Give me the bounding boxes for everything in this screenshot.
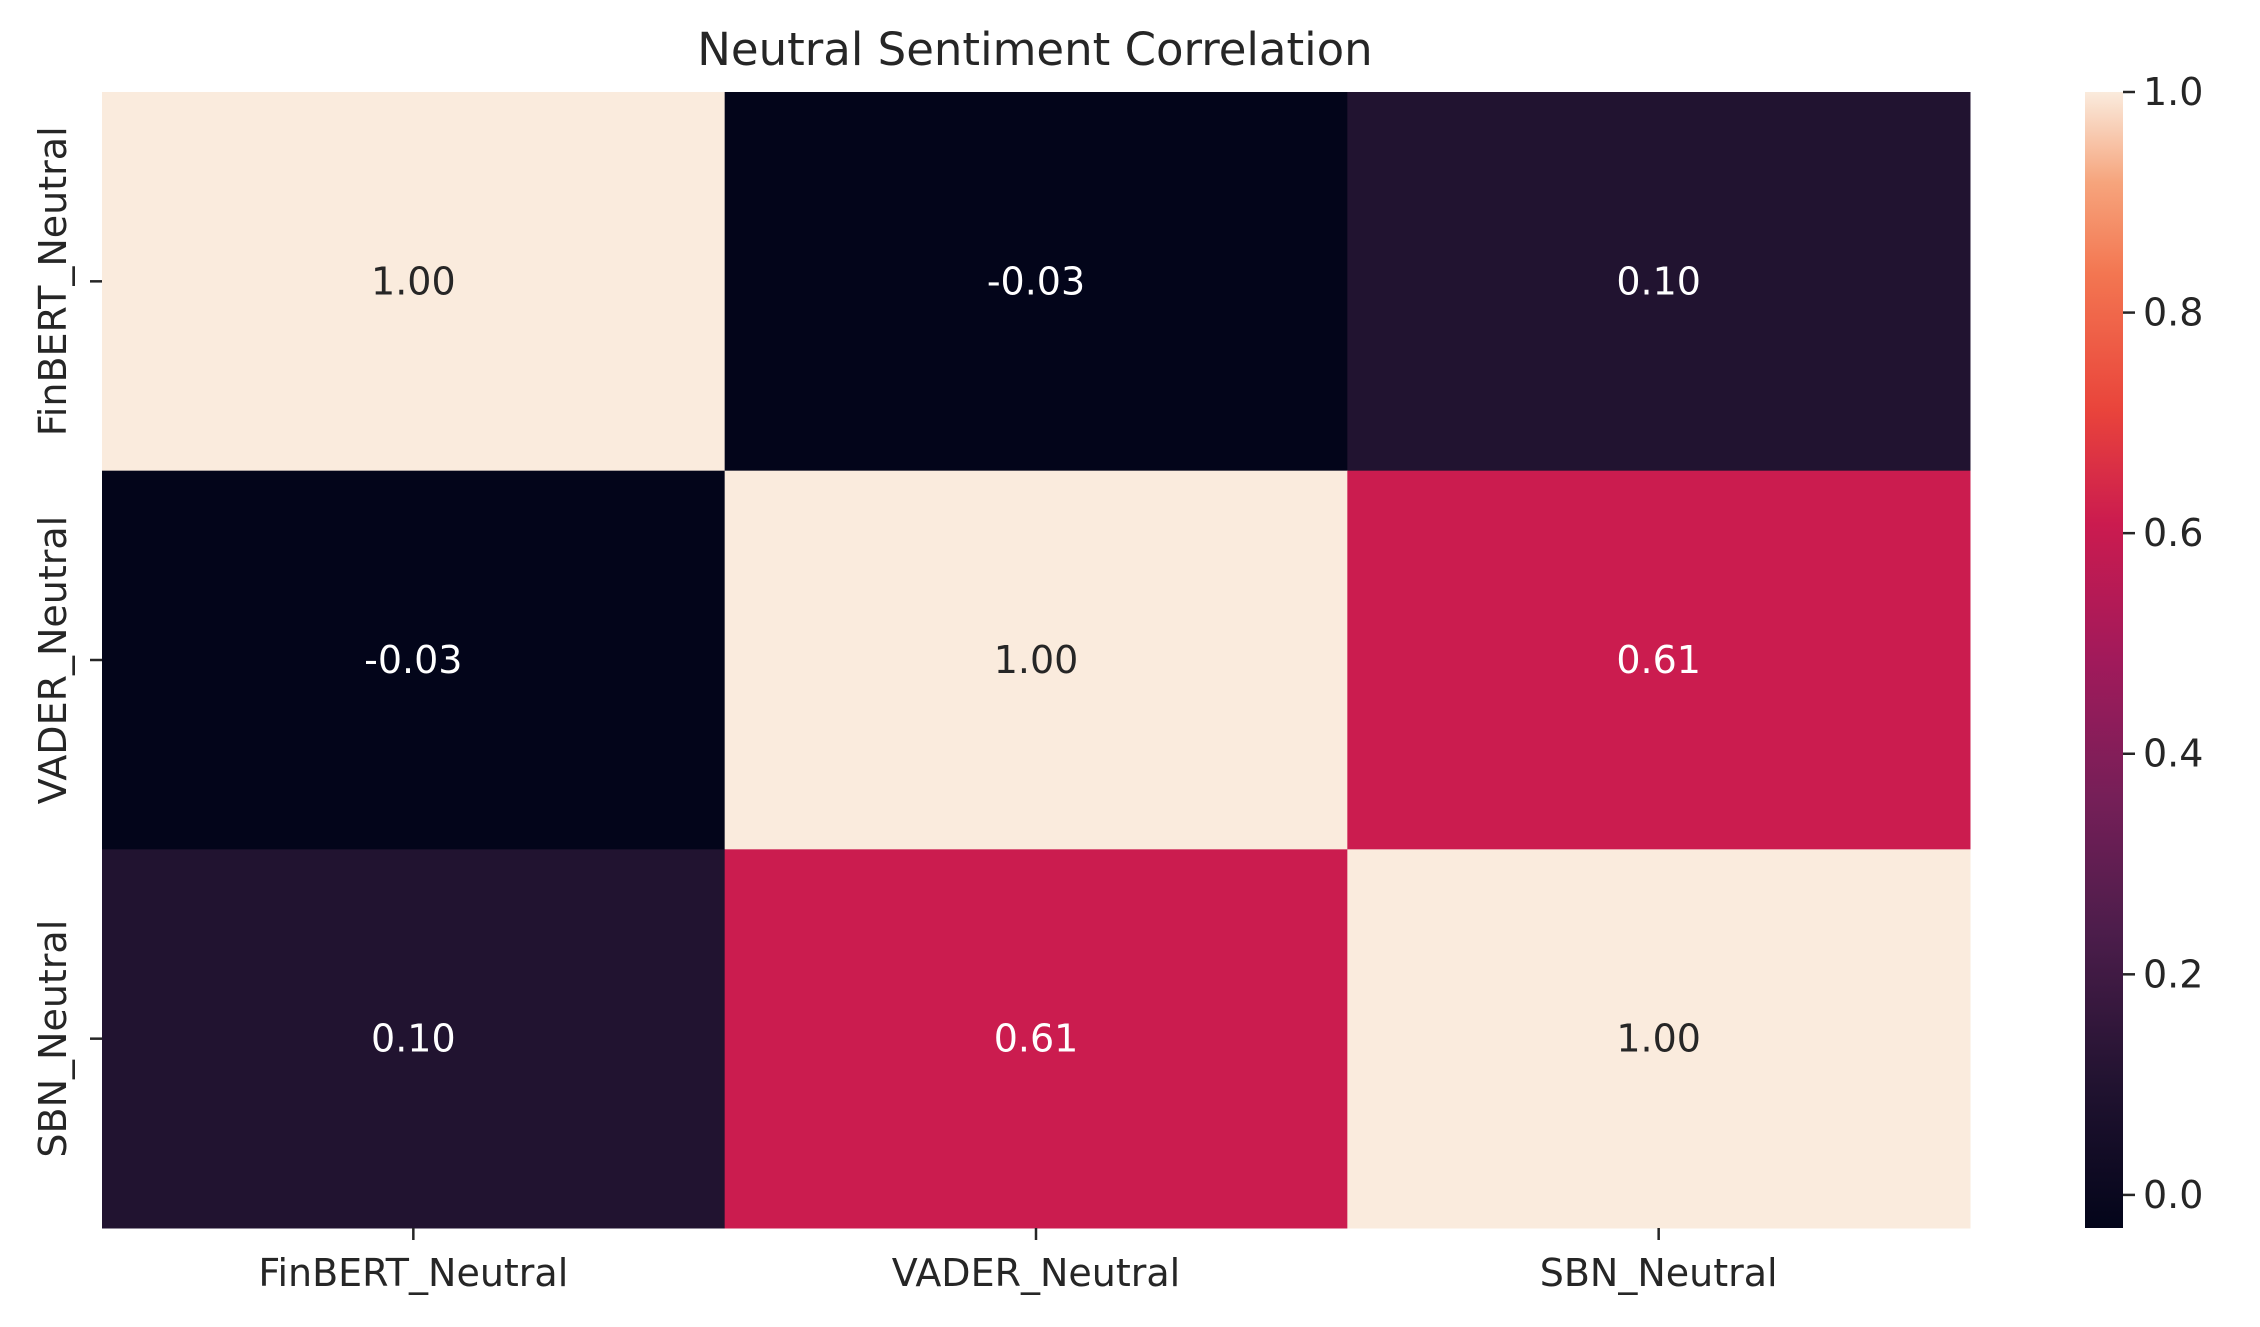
y-tick-label: FinBERT_Neutral	[31, 126, 75, 436]
cell-value-label: 1.00	[1616, 1017, 1701, 1061]
cell-value-label: 0.61	[1616, 638, 1701, 682]
y-tick-label: SBN_Neutral	[31, 920, 75, 1158]
heatmap-cell	[102, 92, 726, 472]
y-tick-label: VADER_Neutral	[31, 516, 75, 805]
x-tick-label: FinBERT_Neutral	[258, 1251, 568, 1295]
colorbar-ticks: 0.0 0.2 0.4 0.6 0.8 1.0	[2123, 70, 2203, 1217]
colorbar-tick-label: 0.2	[2143, 952, 2203, 996]
colorbar-tick-label: 1.0	[2143, 70, 2203, 114]
colorbar: 0.0 0.2 0.4 0.6 0.8 1.0	[2085, 70, 2203, 1228]
x-tick-label: SBN_Neutral	[1540, 1251, 1778, 1295]
heatmap-cell	[102, 849, 726, 1229]
x-tick-label: VADER_Neutral	[892, 1251, 1181, 1295]
heatmap-cells: 1.00 -0.03 0.10 -0.03 1.00 0.61 0.10 0.61 1.00	[102, 92, 1971, 1229]
heatmap-cell	[102, 470, 726, 850]
cell-value-label: 1.00	[371, 259, 456, 303]
colorbar-tick-label: 0.6	[2143, 511, 2203, 555]
cell-value-label: -0.03	[987, 259, 1085, 303]
heatmap-cell	[724, 470, 1348, 850]
colorbar-tick-label: 0.4	[2143, 732, 2203, 776]
cell-value-label: -0.03	[364, 638, 462, 682]
colorbar-tick-label: 0.0	[2143, 1173, 2203, 1217]
heatmap-cell	[1347, 92, 1971, 472]
y-axis: FinBERT_Neutral VADER_Neutral SBN_Neutral	[31, 126, 102, 1158]
heatmap-cell	[1347, 470, 1971, 850]
colorbar-gradient	[2085, 92, 2123, 1228]
cell-value-label: 0.61	[994, 1017, 1079, 1061]
chart-title: Neutral Sentiment Correlation	[697, 23, 1372, 76]
heatmap-cell	[724, 849, 1348, 1229]
heatmap-cell	[724, 92, 1348, 472]
x-axis: FinBERT_Neutral VADER_Neutral SBN_Neutral	[258, 1228, 1778, 1295]
cell-value-label: 0.10	[371, 1017, 456, 1061]
heatmap-cell	[1347, 849, 1971, 1229]
colorbar-tick-label: 0.8	[2143, 291, 2203, 335]
cell-value-label: 0.10	[1616, 259, 1701, 303]
cell-value-label: 1.00	[994, 638, 1079, 682]
